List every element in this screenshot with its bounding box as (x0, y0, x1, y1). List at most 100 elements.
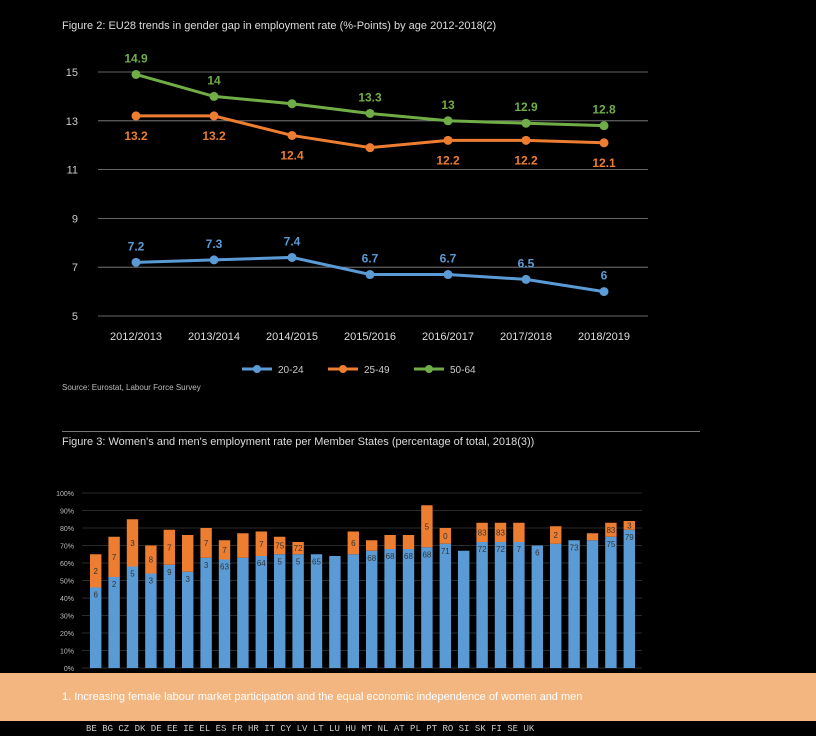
bar-women (402, 549, 415, 668)
bar-label-women: 68 (367, 554, 376, 563)
bar-label-men: 2 (93, 567, 98, 576)
x-tick-label: 2016/2017 (422, 331, 474, 343)
bar-men (513, 522, 525, 542)
bar-label-women: 72 (478, 545, 487, 554)
bar-women (310, 554, 323, 668)
bar-label-men: 5 (425, 522, 430, 531)
data-label: 6 (601, 269, 608, 283)
bar-label-men: 7 (259, 540, 264, 549)
bar-label-women: 6 (535, 549, 540, 558)
data-point (209, 91, 219, 101)
y-tick-label: 20% (60, 631, 74, 638)
data-point (521, 135, 531, 145)
bar-men (439, 528, 452, 544)
bar-women (531, 545, 544, 668)
bar-men (623, 521, 636, 530)
bar-men (163, 529, 176, 565)
bar-men (90, 554, 102, 588)
bar-women (347, 554, 360, 668)
figure1-source: Source: Eurostat, Labour Force Survey (62, 383, 201, 392)
legend-label: 25-49 (364, 365, 390, 376)
gender-gap-line-chart: 5 7 9 11 13 15 2012/2013 2013/2014 2014/2015 2015… (66, 51, 648, 376)
x-tick-label: 2014/2015 (266, 331, 318, 343)
bar-men (145, 545, 157, 574)
bar-label-men: 7 (204, 539, 209, 548)
data-label: 7.4 (284, 234, 301, 248)
y-tick-label: 11 (67, 165, 78, 177)
bar-women (200, 557, 212, 668)
data-point (599, 138, 609, 148)
bar-men (108, 536, 120, 577)
bar-women (255, 556, 268, 668)
x-tick-label: 2013/2014 (188, 331, 240, 343)
data-label: 13.2 (202, 129, 226, 143)
bar-label-women: 5 (277, 557, 282, 566)
bar-label-women: 9 (167, 568, 172, 577)
y-tick-label: 40% (60, 596, 74, 603)
bar-men (476, 522, 488, 542)
data-point (443, 116, 453, 126)
y-tick-label: 100% (56, 491, 74, 498)
data-point (131, 111, 141, 121)
bar-women (292, 554, 304, 668)
bar-label-men: 83 (496, 528, 505, 537)
bar-label-women: 3 (185, 575, 190, 584)
legend-label: 50-64 (450, 365, 476, 376)
bar-label-women: 5 (130, 570, 135, 579)
data-point (365, 143, 375, 153)
bar-label-men: 7 (167, 543, 172, 552)
bar-women (237, 557, 249, 668)
bar-women (605, 536, 617, 668)
bar-label-men: 7 (112, 553, 117, 562)
data-point (365, 270, 375, 280)
bar-label-women: 68 (422, 550, 431, 559)
data-label: 12.4 (280, 148, 304, 162)
bottom-country-labels: BE BG CZ DK DE EE IE EL ES FR HR IT CY L… (86, 724, 535, 734)
x-tick-label: 2015/2016 (344, 331, 396, 343)
bar-men (182, 535, 194, 572)
bar-label-women: 6 (93, 591, 98, 600)
bar-label-women: 5 (296, 557, 301, 566)
bar-label-men: 7 (222, 546, 227, 555)
bar-women (623, 529, 636, 668)
x-tick-label: 2012/2013 (110, 331, 162, 343)
bar-men (421, 505, 433, 548)
data-point (599, 287, 609, 297)
bar-label-men: 83 (606, 526, 615, 535)
data-point (131, 69, 141, 79)
bar-women (421, 547, 433, 668)
bar-men (605, 522, 617, 537)
legend-marker (425, 365, 433, 373)
y-tick-label: 30% (60, 614, 74, 621)
y-tick-label: 5 (72, 311, 78, 323)
figure1-title: Figure 2: EU28 trends in gender gap in e… (62, 20, 497, 32)
data-point (131, 257, 141, 267)
data-label: 12.1 (592, 156, 616, 170)
banner-text: 1. Increasing female labour market parti… (62, 691, 583, 703)
bar-label-men: 3 (130, 539, 135, 548)
x-tick-label: 2018/2019 (578, 331, 630, 343)
bar-men (126, 519, 139, 567)
data-point (599, 121, 609, 131)
data-label: 6.7 (362, 252, 379, 266)
bar-label-men: 6 (351, 539, 356, 548)
bar-women (163, 564, 176, 668)
data-label: 13.2 (124, 129, 148, 143)
data-point (287, 252, 297, 262)
bar-label-women: 3 (204, 561, 209, 570)
bar-women (384, 549, 396, 668)
bar-label-men: 2 (553, 531, 558, 540)
bar-label-men: 3 (627, 521, 632, 530)
y-tick-label: 7 (72, 262, 78, 274)
data-point (443, 135, 453, 145)
bar-women (274, 554, 286, 668)
data-label: 12.9 (514, 100, 538, 114)
section-banner: 1. Increasing female labour market parti… (0, 673, 816, 721)
bar-men (218, 540, 231, 560)
data-label: 12.2 (514, 153, 538, 167)
bar-women (90, 587, 102, 668)
bar-label-women: 68 (404, 552, 413, 561)
bar-men (200, 528, 212, 558)
data-point (365, 108, 375, 118)
y-tick-label: 13 (66, 116, 78, 128)
